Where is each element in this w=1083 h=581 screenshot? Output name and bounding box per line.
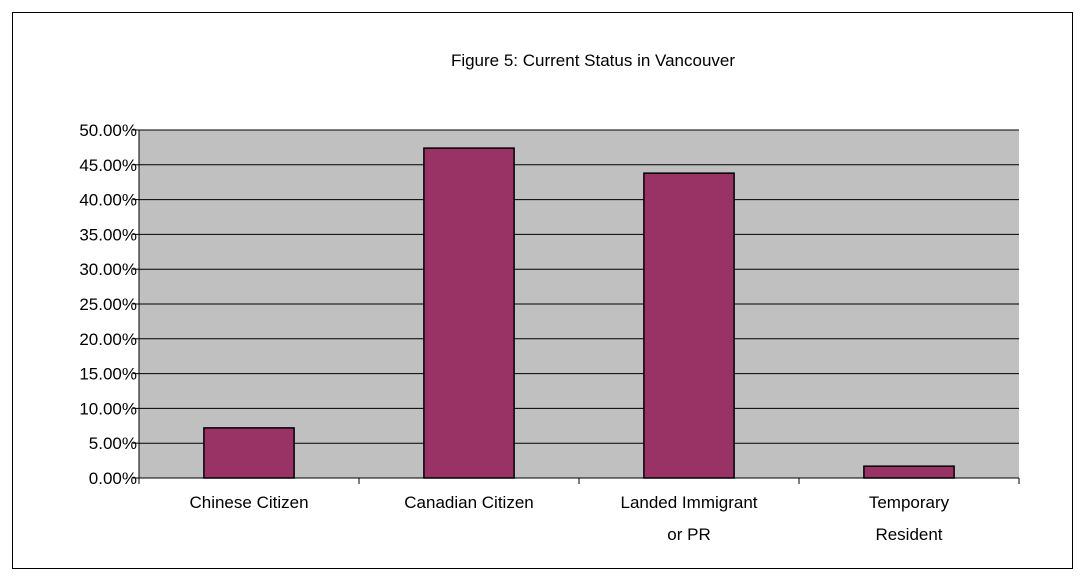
- y-tick-label: 45.00%: [79, 156, 137, 175]
- y-tick-label: 10.00%: [79, 399, 137, 418]
- x-category-label: Chinese Citizen: [189, 493, 308, 512]
- x-category-label: Canadian Citizen: [404, 493, 533, 512]
- chart-frame: Figure 5: Current Status in Vancouver 0.…: [12, 12, 1073, 569]
- y-axis: 0.00% 5.00% 10.00% 15.00% 20.00% 25.00% 30.00%…: [79, 121, 140, 488]
- y-tick-label: 25.00%: [79, 295, 137, 314]
- y-tick-label: 20.00%: [79, 330, 137, 349]
- y-tick-label: 50.00%: [79, 121, 137, 140]
- y-tick-label: 15.00%: [79, 365, 137, 384]
- bar: [423, 147, 515, 479]
- y-tick-label: 40.00%: [79, 191, 137, 210]
- y-tick-label: 5.00%: [89, 434, 137, 453]
- gridlines: [139, 129, 1019, 479]
- y-tick-label: 30.00%: [79, 260, 137, 279]
- bar: [203, 427, 295, 479]
- bars: [203, 147, 955, 479]
- chart-title: Figure 5: Current Status in Vancouver: [451, 51, 735, 70]
- y-tick-label: 0.00%: [89, 469, 137, 488]
- bar: [643, 172, 735, 479]
- x-axis: Chinese Citizen Canadian Citizen Landed Im…: [138, 477, 1020, 544]
- x-category-label: or PR: [667, 525, 710, 544]
- bar: [863, 465, 955, 479]
- x-category-label: Temporary: [869, 493, 950, 512]
- x-category-label: Resident: [875, 525, 942, 544]
- x-category-label: Landed Immigrant: [620, 493, 757, 512]
- y-tick-label: 35.00%: [79, 225, 137, 244]
- bar-chart: Figure 5: Current Status in Vancouver 0.…: [79, 51, 1020, 544]
